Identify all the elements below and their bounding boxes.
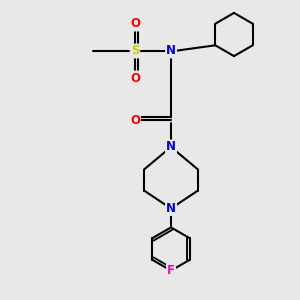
Text: N: N [166,44,176,58]
Text: N: N [166,140,176,154]
Text: O: O [130,113,140,127]
Text: O: O [130,17,140,31]
Text: O: O [130,71,140,85]
Text: N: N [166,202,176,215]
Text: F: F [167,264,175,277]
Text: S: S [131,44,139,58]
